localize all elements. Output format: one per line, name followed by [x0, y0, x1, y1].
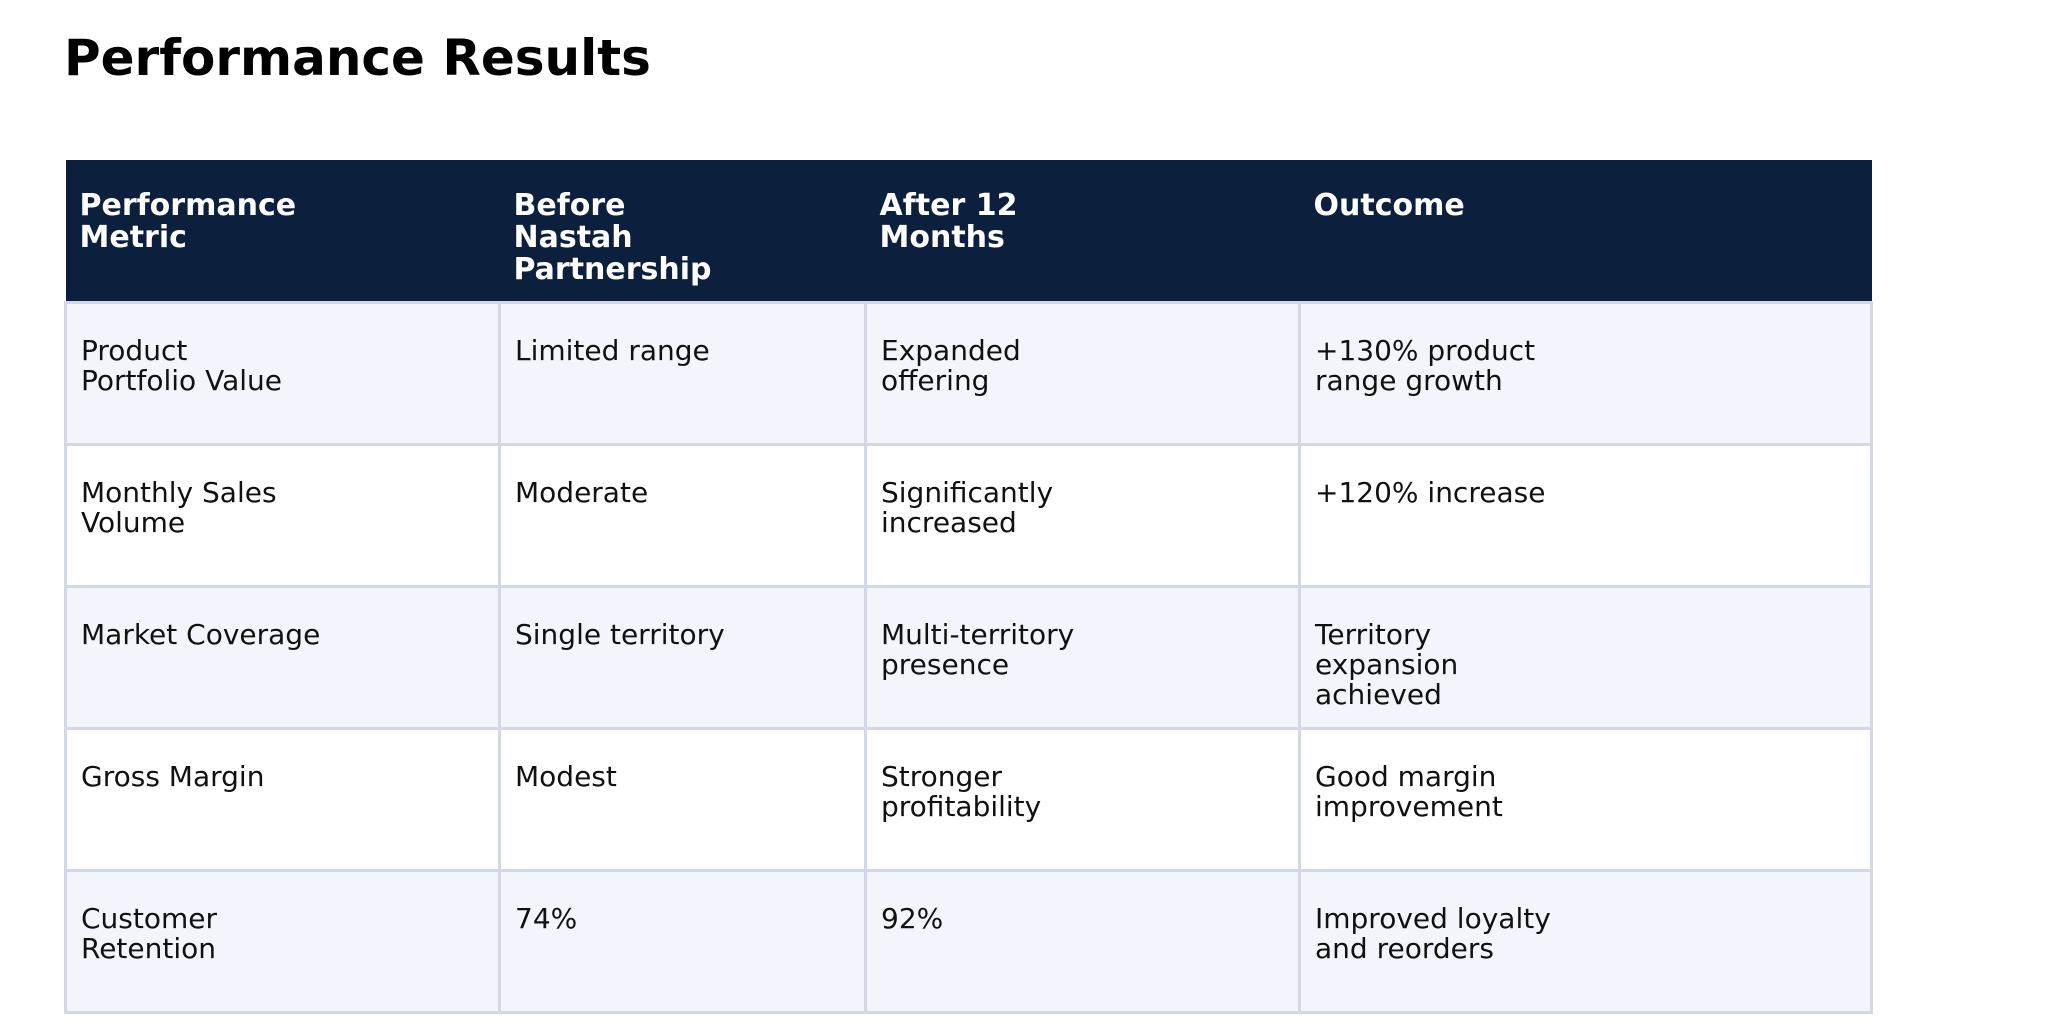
- header-after-12-months: After 12 Months: [865, 160, 1300, 302]
- table-row: Monthly Sales Volume Moderate Significan…: [64, 442, 1873, 588]
- cell-metric: Customer Retention: [64, 868, 501, 1014]
- cell-outcome: +130% product range growth: [1298, 300, 1873, 446]
- header-outcome: Outcome: [1299, 160, 1872, 302]
- table-row: Customer Retention 74% 92% Improved loya…: [64, 868, 1873, 1014]
- cell-after: Multi-territory presence: [864, 584, 1301, 730]
- cell-outcome: Territory expansion achieved: [1298, 584, 1873, 730]
- cell-after: Expanded offering: [864, 300, 1301, 446]
- cell-after: Stronger profitability: [864, 726, 1301, 872]
- cell-outcome: Improved loyalty and reorders: [1298, 868, 1873, 1014]
- cell-before: Moderate: [498, 442, 867, 588]
- cell-before: Limited range: [498, 300, 867, 446]
- header-performance-metric: Performance Metric: [65, 160, 500, 302]
- performance-results-table: Performance Metric Before Nastah Partner…: [64, 160, 1873, 1014]
- cell-metric: Market Coverage: [64, 584, 501, 730]
- table-body: Product Portfolio Value Limited range Ex…: [64, 300, 1873, 1014]
- cell-after: 92%: [864, 868, 1301, 1014]
- cell-after: Significantly increased: [864, 442, 1301, 588]
- cell-before: 74%: [498, 868, 867, 1014]
- table-row: Market Coverage Single territory Multi-t…: [64, 584, 1873, 730]
- header-row: Performance Metric Before Nastah Partner…: [65, 160, 1872, 302]
- cell-metric: Gross Margin: [64, 726, 501, 872]
- cell-outcome: Good margin improvement: [1298, 726, 1873, 872]
- header-before-partnership: Before Nastah Partnership: [499, 160, 866, 302]
- cell-outcome: +120% increase: [1298, 442, 1873, 588]
- table-header: Performance Metric Before Nastah Partner…: [65, 160, 1872, 302]
- table-row: Gross Margin Modest Stronger profitabili…: [64, 726, 1873, 872]
- cell-before: Modest: [498, 726, 867, 872]
- cell-metric: Monthly Sales Volume: [64, 442, 501, 588]
- cell-before: Single territory: [498, 584, 867, 730]
- table-row: Product Portfolio Value Limited range Ex…: [64, 300, 1873, 446]
- page-title: Performance Results: [64, 29, 651, 87]
- cell-metric: Product Portfolio Value: [64, 300, 501, 446]
